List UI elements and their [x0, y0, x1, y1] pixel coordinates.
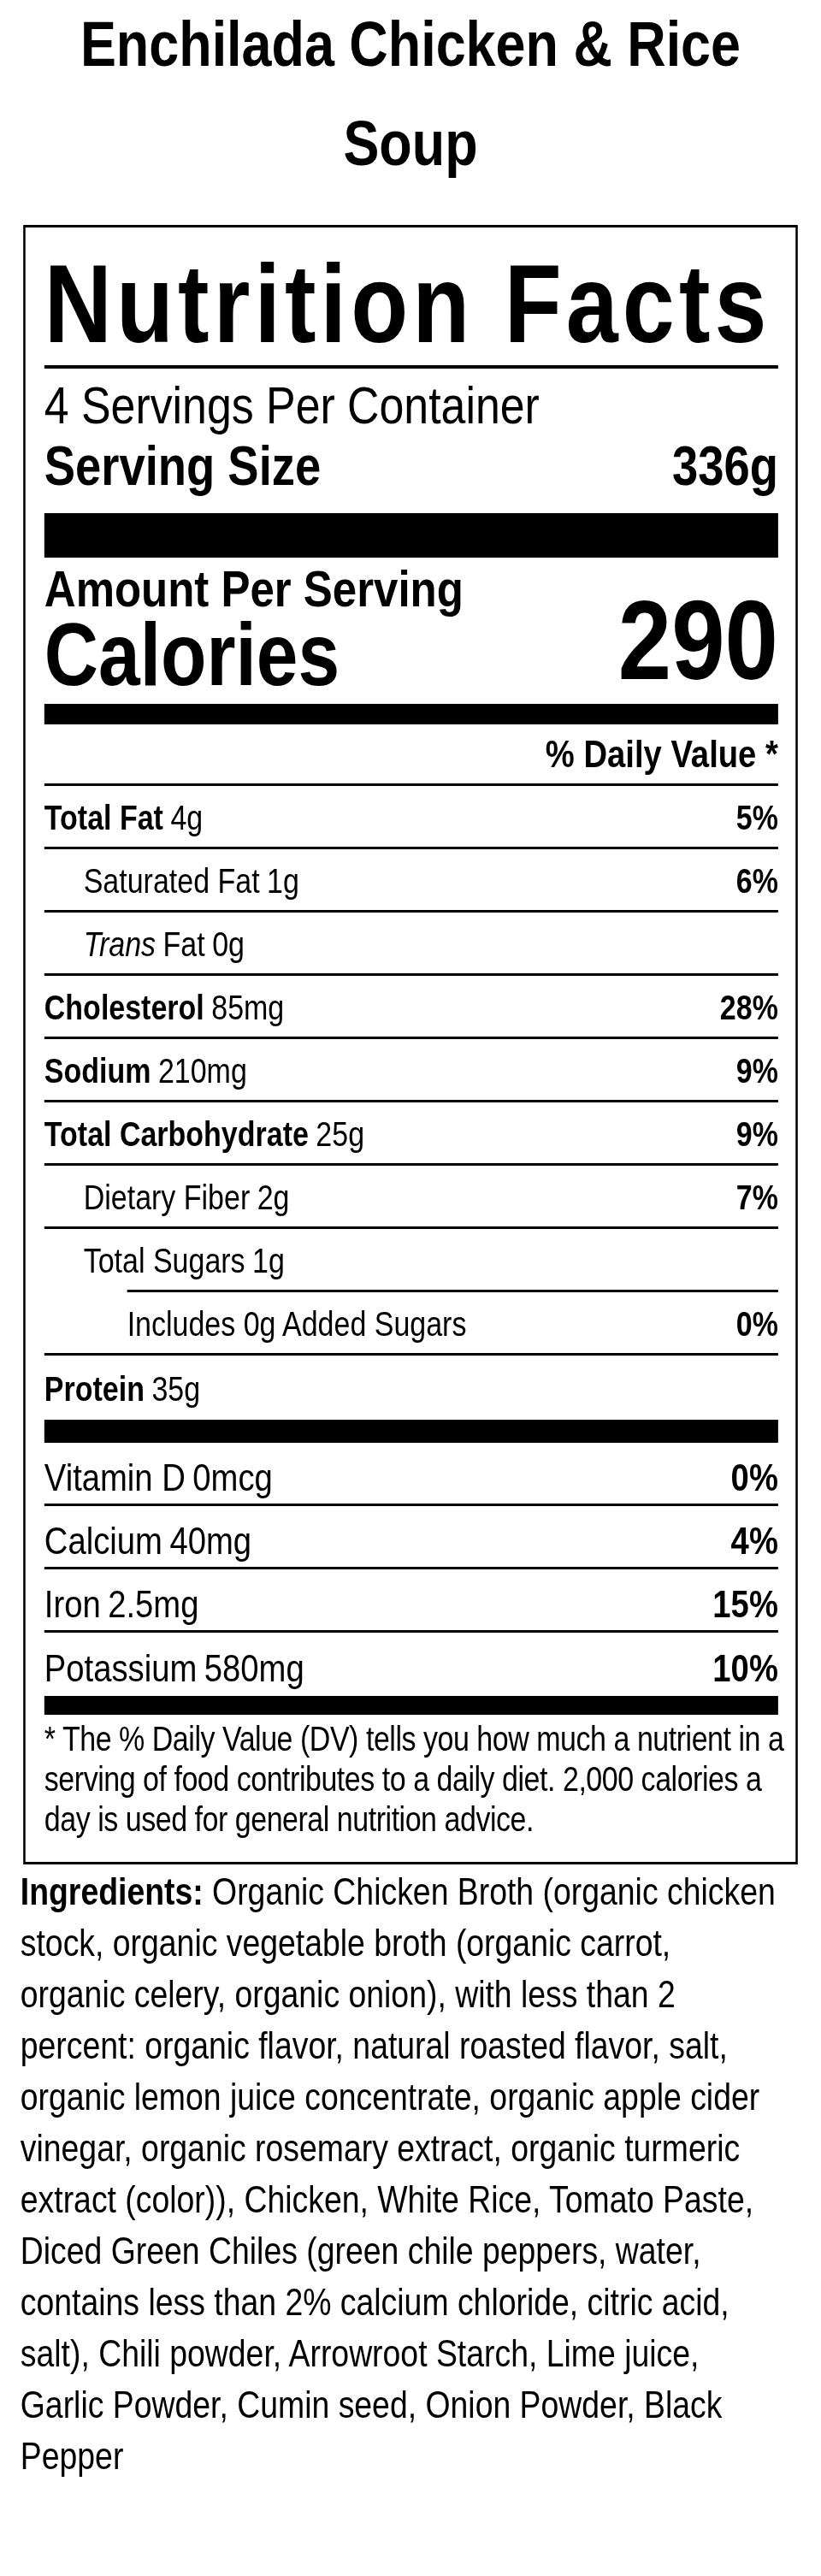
ingredients-line: Ingredients: Organic Chicken Broth (orga…: [21, 1866, 818, 1917]
vitamin-name: Calcium40mg: [44, 1519, 251, 1563]
ingredients-line: Diced Green Chiles (green chile peppers,…: [21, 2225, 818, 2277]
servings-per-container: 4 Servings Per Container: [44, 369, 778, 436]
footnote-line: serving of food contributes to a daily d…: [44, 1759, 778, 1799]
nutrition-facts-heading: Nutrition Facts: [44, 227, 778, 365]
ingredients-line: vinegar, organic rosemary extract, organ…: [21, 2123, 818, 2174]
nutrient-name: Dietary Fiber2g: [44, 1179, 290, 1217]
divider-bar-bottom: [44, 1696, 778, 1715]
nutrient-dv: 7%: [736, 1179, 778, 1217]
vitamin-row-potassium: Potassium580mg 10%: [44, 1633, 778, 1696]
product-title: Enchilada Chicken & Rice Soup: [32, 0, 789, 193]
ingredients-line: stock, organic vegetable broth (organic …: [21, 1917, 818, 1969]
nutrient-row-dietary-fiber: Dietary Fiber2g 7%: [44, 1166, 778, 1229]
nutrient-dv: 28%: [720, 989, 778, 1027]
ingredients-line: Garlic Powder, Cumin seed, Onion Powder,…: [21, 2379, 818, 2431]
nutrient-dv: 6%: [736, 862, 778, 901]
nutrient-row-total-fat: Total Fat4g 5%: [44, 786, 778, 849]
page: Enchilada Chicken & Rice Soup Nutrition …: [0, 0, 821, 2576]
nutrient-name: Total Carbohydrate25g: [44, 1115, 364, 1154]
nutrition-facts-panel: Nutrition Facts 4 Servings Per Container…: [23, 225, 798, 1864]
serving-info: 4 Servings Per Container Serving Size 33…: [44, 369, 778, 513]
nutrient-name: Protein35g: [44, 1370, 200, 1409]
footnote: * The % Daily Value (DV) tells you how m…: [44, 1715, 778, 1840]
divider-bar-medium: [44, 1420, 778, 1443]
footnote-line: * The % Daily Value (DV) tells you how m…: [44, 1719, 778, 1759]
vitamin-name: Potassium580mg: [44, 1646, 304, 1691]
vitamin-row-iron: Iron2.5mg 15%: [44, 1569, 778, 1633]
nutrient-dv: 9%: [736, 1052, 778, 1090]
vitamin-dv: 0%: [731, 1456, 778, 1500]
nutrient-row-cholesterol: Cholesterol85mg 28%: [44, 976, 778, 1039]
ingredients-line: organic lemon juice concentrate, organic…: [21, 2071, 818, 2123]
nutrient-row-trans-fat: TransFat0g: [44, 913, 778, 976]
nutrient-row-total-sugars: Total Sugars1g: [44, 1229, 778, 1290]
nutrient-name: Total Sugars1g: [44, 1242, 285, 1280]
ingredients-line: salt), Chili powder, Arrowroot Starch, L…: [21, 2328, 818, 2379]
nutrient-name: Saturated Fat1g: [44, 862, 299, 901]
vitamin-name: Iron2.5mg: [44, 1582, 199, 1627]
nutrient-dv: 0%: [736, 1305, 778, 1344]
nutrient-name: Includes 0g Added Sugars: [44, 1305, 467, 1344]
divider-bar-medium: [44, 704, 778, 724]
daily-value-header: % Daily Value *: [44, 724, 778, 786]
nutrient-row-sodium: Sodium210mg 9%: [44, 1039, 778, 1102]
divider-bar-thick: [44, 513, 778, 558]
vitamin-dv: 4%: [731, 1519, 778, 1563]
nutrient-row-added-sugars: Includes 0g Added Sugars 0%: [44, 1292, 778, 1356]
vitamin-row-calcium: Calcium40mg 4%: [44, 1506, 778, 1569]
ingredients: Ingredients: Organic Chicken Broth (orga…: [21, 1866, 818, 2482]
vitamin-dv: 10%: [712, 1646, 778, 1691]
footnote-line: day is used for general nutrition advice…: [44, 1799, 778, 1840]
serving-size-row: Serving Size 336g: [44, 439, 778, 493]
nutrient-row-total-carbohydrate: Total Carbohydrate25g 9%: [44, 1102, 778, 1166]
nutrient-dv: 5%: [736, 799, 778, 837]
nutrient-row-protein: Protein35g: [44, 1356, 778, 1420]
calories-section: Amount Per Serving Calories 290: [44, 558, 778, 704]
vitamin-row-vitamin-d: Vitamin D0mcg 0%: [44, 1443, 778, 1506]
nutrient-name: Cholesterol85mg: [44, 989, 284, 1027]
ingredients-line: Pepper: [21, 2431, 818, 2482]
vitamin-name: Vitamin D0mcg: [44, 1456, 273, 1500]
vitamin-dv: 15%: [712, 1582, 778, 1627]
nutrient-name: TransFat0g: [44, 925, 245, 964]
nutrient-dv: 9%: [736, 1115, 778, 1154]
ingredients-line: contains less than 2% calcium chloride, …: [21, 2277, 818, 2328]
ingredients-line: extract (color)), Chicken, White Rice, T…: [21, 2174, 818, 2225]
nutrient-name: Sodium210mg: [44, 1052, 247, 1090]
ingredients-label: Ingredients:: [21, 1870, 204, 1912]
calories-value: 290: [618, 584, 778, 697]
ingredients-line: organic celery, organic onion), with les…: [21, 1969, 818, 2020]
serving-size-value: 336g: [672, 439, 778, 493]
nutrient-name: Total Fat4g: [44, 799, 203, 837]
ingredients-line: percent: organic flavor, natural roasted…: [21, 2020, 818, 2071]
serving-size-label: Serving Size: [44, 439, 321, 493]
nutrient-row-saturated-fat: Saturated Fat1g 6%: [44, 849, 778, 913]
